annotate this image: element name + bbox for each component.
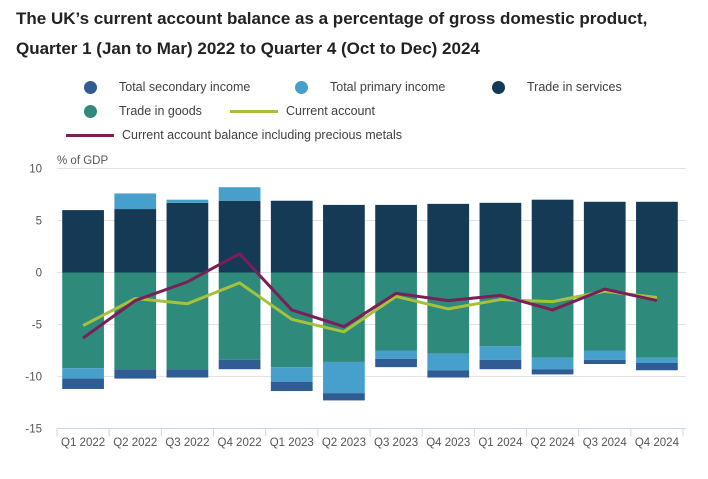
bar-trade-in-goods (427, 272, 470, 354)
bar-total-secondary-income (583, 359, 626, 365)
bar-total-secondary-income (531, 369, 574, 375)
bar-total-secondary-income (375, 358, 417, 368)
bar-total-primary-income (270, 367, 313, 382)
bar-total-primary-income (583, 350, 626, 360)
bar-trade-in-services (62, 210, 104, 273)
bar-total-primary-income (114, 193, 157, 210)
bar-total-secondary-income (270, 381, 313, 392)
line-current-account-balance-including-precious-metals (82, 252, 658, 340)
bar-total-primary-income (636, 357, 678, 363)
bar-total-primary-income (427, 353, 470, 371)
bar-total-primary-income (166, 199, 209, 203)
bar-trade-in-services (636, 201, 678, 273)
x-tick-label: Q1 2022 (61, 437, 105, 449)
legend-label: Total primary income (330, 80, 446, 94)
bar-trade-in-goods (636, 272, 678, 358)
bar-total-secondary-income (114, 369, 157, 379)
bar-trade-in-services (427, 203, 470, 273)
x-tick-label: Q3 2023 (374, 437, 418, 449)
bar-total-secondary-income (636, 362, 678, 371)
x-tick-label: Q3 2022 (165, 437, 209, 449)
bar-trade-in-goods (114, 272, 157, 370)
legend-swatch (84, 104, 97, 118)
bar-trade-in-services (166, 202, 209, 273)
x-tick-label: Q4 2023 (426, 437, 470, 449)
bar-trade-in-services (375, 204, 417, 273)
bar-trade-in-goods (375, 272, 417, 351)
bar-total-primary-income (323, 361, 365, 394)
bar-trade-in-goods (62, 272, 104, 369)
legend-item-trade-goods[interactable]: Trade in goods (84, 104, 202, 118)
y-tick-label: -10 (25, 372, 42, 384)
bar-trade-in-services (583, 201, 626, 273)
bar-trade-in-services (323, 204, 365, 273)
bar-total-secondary-income (166, 369, 209, 378)
x-tick-label: Q4 2024 (635, 437, 680, 449)
bar-trade-in-services (114, 209, 157, 273)
x-tick-label: Q1 2024 (478, 437, 523, 449)
bar-total-primary-income (375, 350, 417, 359)
x-tick-label: Q1 2023 (270, 437, 314, 449)
legend-item-current-account[interactable]: Current account (230, 104, 375, 118)
bar-total-secondary-income (323, 393, 365, 401)
bar-trade-in-services (270, 200, 313, 273)
legend-label: Trade in services (527, 80, 622, 94)
chart-title: The UK’s current account balance as a pe… (16, 9, 648, 58)
legend-swatch (492, 80, 505, 94)
x-tick-label: Q2 2023 (322, 437, 366, 449)
legend-item-precious-metals[interactable]: Current account balance including precio… (66, 128, 402, 142)
x-tick-label: Q2 2024 (531, 437, 576, 449)
y-tick-label: 10 (29, 164, 42, 176)
y-axis-label: % of GDP (57, 155, 108, 167)
legend-swatch (84, 80, 97, 94)
x-tick-label: Q3 2024 (583, 437, 628, 449)
bar-trade-in-goods (583, 272, 626, 351)
legend-item-primary-income[interactable]: Total primary income (295, 80, 445, 94)
line-current-account (82, 281, 658, 334)
bar-total-secondary-income (479, 359, 522, 370)
y-tick-label: 5 (36, 216, 42, 228)
bar-trade-in-goods (166, 272, 209, 370)
legend-label: Trade in goods (119, 104, 202, 118)
bar-total-primary-income (531, 357, 574, 370)
bar-total-primary-income (62, 368, 104, 379)
bar-total-secondary-income (218, 359, 261, 370)
legend-label: Total secondary income (119, 80, 251, 94)
legend-swatch (66, 133, 114, 137)
bar-total-secondary-income (62, 378, 104, 389)
bar-total-primary-income (479, 346, 522, 360)
bar-trade-in-services (479, 202, 522, 273)
bar-trade-in-services (531, 199, 574, 273)
legend-item-trade-services[interactable]: Trade in services (492, 80, 622, 94)
legend-item-secondary-income[interactable]: Total secondary income (84, 80, 250, 94)
bar-total-primary-income (218, 187, 261, 201)
x-tick-label: Q4 2022 (218, 437, 262, 449)
bar-trade-in-goods (531, 272, 574, 358)
legend-label: Current account (286, 104, 375, 118)
legend-swatch (230, 109, 278, 113)
y-tick-label: 0 (36, 268, 42, 280)
x-tick-label: Q2 2022 (113, 437, 157, 449)
y-tick-label: -5 (32, 320, 42, 332)
bar-trade-in-goods (479, 272, 522, 347)
legend-swatch (295, 80, 308, 94)
bar-trade-in-goods (218, 272, 261, 360)
bar-total-secondary-income (427, 370, 470, 378)
legend-label: Current account balance including precio… (122, 128, 403, 142)
y-tick-label: -15 (25, 424, 42, 436)
